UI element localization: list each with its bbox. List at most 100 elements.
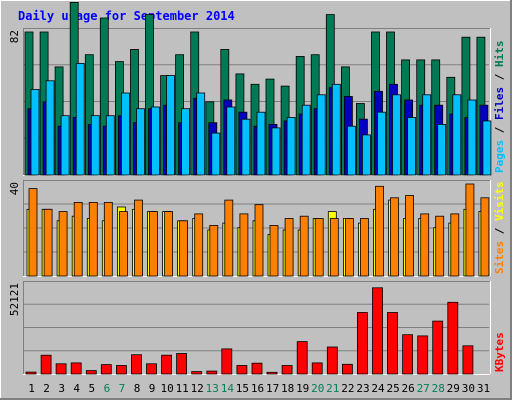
bar-sites	[194, 213, 204, 277]
x-tick-label: 22	[341, 382, 354, 395]
bar-sites	[209, 224, 219, 277]
legend-item: Hits	[493, 41, 506, 68]
bar-pages	[30, 89, 40, 176]
bar-kbytes	[221, 348, 233, 375]
x-tick-label: 3	[58, 382, 65, 395]
y-max-label: 82	[8, 30, 21, 43]
legend-item: Files	[493, 87, 506, 120]
bar-pages	[75, 63, 85, 176]
x-tick-label: 7	[119, 382, 126, 395]
x-tick-label: 26	[401, 382, 414, 395]
bar-pages	[361, 134, 371, 176]
x-tick-label: 11	[176, 382, 189, 395]
bar-sites	[329, 218, 339, 277]
x-tick-label: 10	[160, 382, 173, 395]
x-tick-label: 29	[447, 382, 460, 395]
bar-sites	[28, 188, 38, 277]
bar-kbytes	[417, 335, 429, 375]
bar-pages	[151, 106, 160, 176]
bar-kbytes	[447, 301, 459, 375]
bar-kbytes	[55, 363, 67, 375]
bar-sites	[149, 211, 158, 277]
x-tick-label: 16	[251, 382, 264, 395]
bar-pages	[196, 92, 206, 176]
bar-pages	[271, 127, 281, 176]
bar-sites	[344, 218, 354, 277]
x-tick-label: 19	[296, 382, 309, 395]
bar-kbytes	[311, 362, 323, 375]
x-tick-label: 23	[356, 382, 369, 395]
bar-pages	[377, 111, 386, 176]
bar-pages	[422, 94, 432, 176]
bar-pages	[60, 115, 70, 176]
bar-pages	[437, 124, 447, 176]
bar-kbytes	[85, 370, 97, 375]
x-tick-label: 5	[88, 382, 95, 395]
bar-pages	[45, 80, 55, 176]
bar-kbytes	[266, 371, 278, 375]
bar-kbytes	[100, 364, 112, 375]
x-tick-label: 14	[221, 382, 235, 395]
bar-sites	[390, 197, 399, 277]
x-tick-label: 15	[236, 382, 249, 395]
x-tick-label: 1	[28, 382, 35, 395]
bar-kbytes	[40, 354, 52, 375]
bar-sites	[164, 211, 174, 277]
x-tick-label: 13	[206, 382, 219, 395]
x-tick-label: 28	[432, 382, 445, 395]
x-tick-label: 27	[417, 382, 430, 395]
x-tick-label: 24	[371, 382, 385, 395]
bar-pages	[90, 115, 100, 176]
bar-kbytes	[206, 370, 218, 375]
bar-pages	[452, 94, 462, 176]
bar-sites	[465, 183, 475, 277]
x-tick-label: 21	[326, 382, 339, 395]
bar-pages	[166, 75, 176, 176]
x-tick-label: 17	[266, 382, 279, 395]
bar-sites	[43, 208, 53, 277]
bar-pages	[211, 132, 221, 176]
panel-kbytes: 52121 KBytes	[8, 281, 506, 375]
bar-kbytes	[356, 312, 368, 375]
bar-kbytes	[25, 371, 37, 375]
bar-sites	[314, 218, 324, 277]
bar-sites	[359, 218, 369, 277]
bar-sites	[239, 213, 249, 277]
bar-sites	[254, 204, 264, 277]
bar-pages	[105, 115, 115, 176]
bar-pages	[286, 117, 296, 176]
bar-kbytes	[161, 354, 173, 375]
bar-kbytes	[251, 362, 263, 375]
bar-kbytes	[372, 287, 383, 375]
bar-kbytes	[70, 362, 82, 375]
bar-pages	[121, 92, 130, 176]
x-tick-label: 8	[134, 382, 141, 395]
bar-kbytes	[176, 353, 188, 375]
chart-title: Daily usage for September 2014	[18, 9, 235, 23]
bar-pages	[392, 94, 401, 176]
legend-item: Pages	[493, 140, 506, 173]
bars-visits-sites	[26, 183, 490, 277]
bar-sites	[103, 201, 113, 277]
bar-sites	[480, 197, 490, 277]
bar-sites	[420, 213, 430, 277]
legend-item: Sites	[493, 241, 506, 274]
bar-sites	[179, 220, 189, 277]
bars-kbytes	[25, 287, 474, 375]
y-max-label: 52121	[8, 283, 21, 316]
bar-sites	[450, 213, 460, 277]
x-tick-label: 18	[281, 382, 294, 395]
bar-pages	[407, 117, 417, 176]
bar-pages	[241, 118, 251, 176]
x-tick-label: 2	[43, 382, 50, 395]
bar-kbytes	[236, 365, 248, 375]
bar-kbytes	[462, 345, 474, 375]
bar-kbytes	[116, 365, 127, 375]
bar-pages	[346, 125, 356, 176]
legend-item: KBytes	[493, 332, 506, 372]
bar-sites	[73, 201, 83, 277]
bar-pages	[226, 106, 236, 176]
bar-kbytes	[281, 365, 293, 375]
bar-sites	[269, 224, 279, 277]
